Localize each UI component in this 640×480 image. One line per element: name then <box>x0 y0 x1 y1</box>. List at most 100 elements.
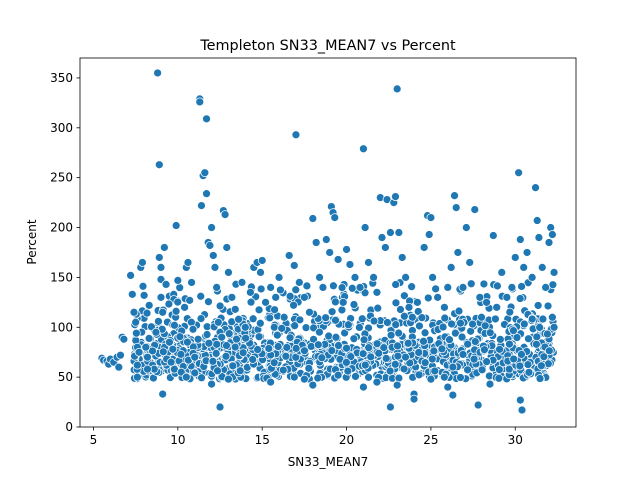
chart-title: Templeton SN33_MEAN7 vs Percent <box>199 38 456 54</box>
data-point <box>302 281 312 291</box>
x-tick-label: 5 <box>90 433 98 447</box>
data-point <box>240 322 250 332</box>
data-point <box>158 307 168 317</box>
data-point <box>221 351 231 361</box>
y-tick-label: 100 <box>50 320 73 334</box>
data-point <box>294 278 304 287</box>
data-point <box>148 346 157 356</box>
data-point <box>338 297 348 307</box>
data-point <box>327 307 337 317</box>
data-point <box>475 292 485 302</box>
data-point <box>270 305 279 315</box>
data-point <box>524 334 533 344</box>
data-point <box>265 313 275 323</box>
data-point <box>202 189 211 199</box>
data-point <box>515 395 525 405</box>
data-point <box>190 352 200 362</box>
data-point <box>399 311 409 321</box>
data-point <box>331 297 340 307</box>
data-point <box>246 287 255 297</box>
data-point <box>290 321 300 331</box>
data-point <box>414 348 424 357</box>
data-point <box>424 230 434 239</box>
data-point <box>492 302 502 312</box>
data-point <box>399 364 409 374</box>
data-point <box>351 372 360 381</box>
data-point <box>431 284 441 294</box>
data-point <box>470 337 480 346</box>
data-point <box>324 331 334 341</box>
data-point <box>325 248 335 257</box>
y-axis-label: Percent <box>25 219 39 264</box>
y-tick-label: 350 <box>50 71 73 85</box>
data-point <box>364 372 373 382</box>
data-point <box>212 339 222 349</box>
data-point <box>469 354 479 364</box>
data-point <box>392 84 402 94</box>
data-point <box>254 332 264 342</box>
data-point <box>358 349 368 359</box>
data-point <box>494 373 504 383</box>
data-point <box>237 278 247 287</box>
data-point <box>359 144 368 154</box>
data-point <box>300 346 309 356</box>
data-point <box>485 379 495 389</box>
data-point <box>359 382 368 392</box>
data-point <box>447 319 456 329</box>
data-point <box>329 281 338 291</box>
data-point <box>207 379 216 389</box>
data-point <box>200 168 210 178</box>
data-point <box>386 330 396 340</box>
data-point <box>544 238 554 247</box>
data-point <box>374 348 384 358</box>
data-point <box>534 233 544 242</box>
data-point <box>345 260 355 269</box>
data-point <box>321 313 331 323</box>
data-point <box>129 307 139 317</box>
data-point <box>342 343 351 353</box>
data-point <box>543 329 552 339</box>
data-point <box>208 356 218 366</box>
data-point <box>523 360 533 369</box>
data-point <box>510 253 520 262</box>
data-point <box>139 290 149 300</box>
data-point <box>291 344 301 353</box>
data-point <box>509 326 518 335</box>
data-point <box>144 300 154 310</box>
data-point <box>224 268 233 277</box>
data-point <box>541 283 551 292</box>
data-point <box>443 382 453 392</box>
data-point <box>217 332 227 342</box>
data-point <box>222 341 231 350</box>
data-point <box>457 332 467 342</box>
data-point <box>311 238 321 247</box>
data-point <box>173 297 183 307</box>
data-point <box>446 263 456 272</box>
data-point <box>171 221 181 230</box>
data-point <box>175 332 185 342</box>
data-point <box>119 334 129 344</box>
data-point <box>477 312 486 322</box>
data-point <box>207 223 216 232</box>
data-point <box>404 302 414 312</box>
data-point <box>507 283 517 292</box>
data-point <box>196 291 206 301</box>
data-point <box>333 370 343 380</box>
y-tick-label: 300 <box>50 121 73 135</box>
data-point <box>443 283 453 292</box>
data-point <box>495 344 504 354</box>
data-point <box>548 312 557 322</box>
x-tick-label: 10 <box>170 433 185 447</box>
data-point <box>380 243 390 252</box>
data-point <box>509 354 519 364</box>
data-point <box>415 321 424 331</box>
data-point <box>154 160 164 170</box>
data-point <box>391 192 400 201</box>
data-point <box>544 346 554 356</box>
data-point <box>456 318 465 328</box>
data-point <box>524 367 534 377</box>
data-point <box>401 352 410 362</box>
data-point <box>495 335 505 344</box>
data-point <box>138 258 147 267</box>
